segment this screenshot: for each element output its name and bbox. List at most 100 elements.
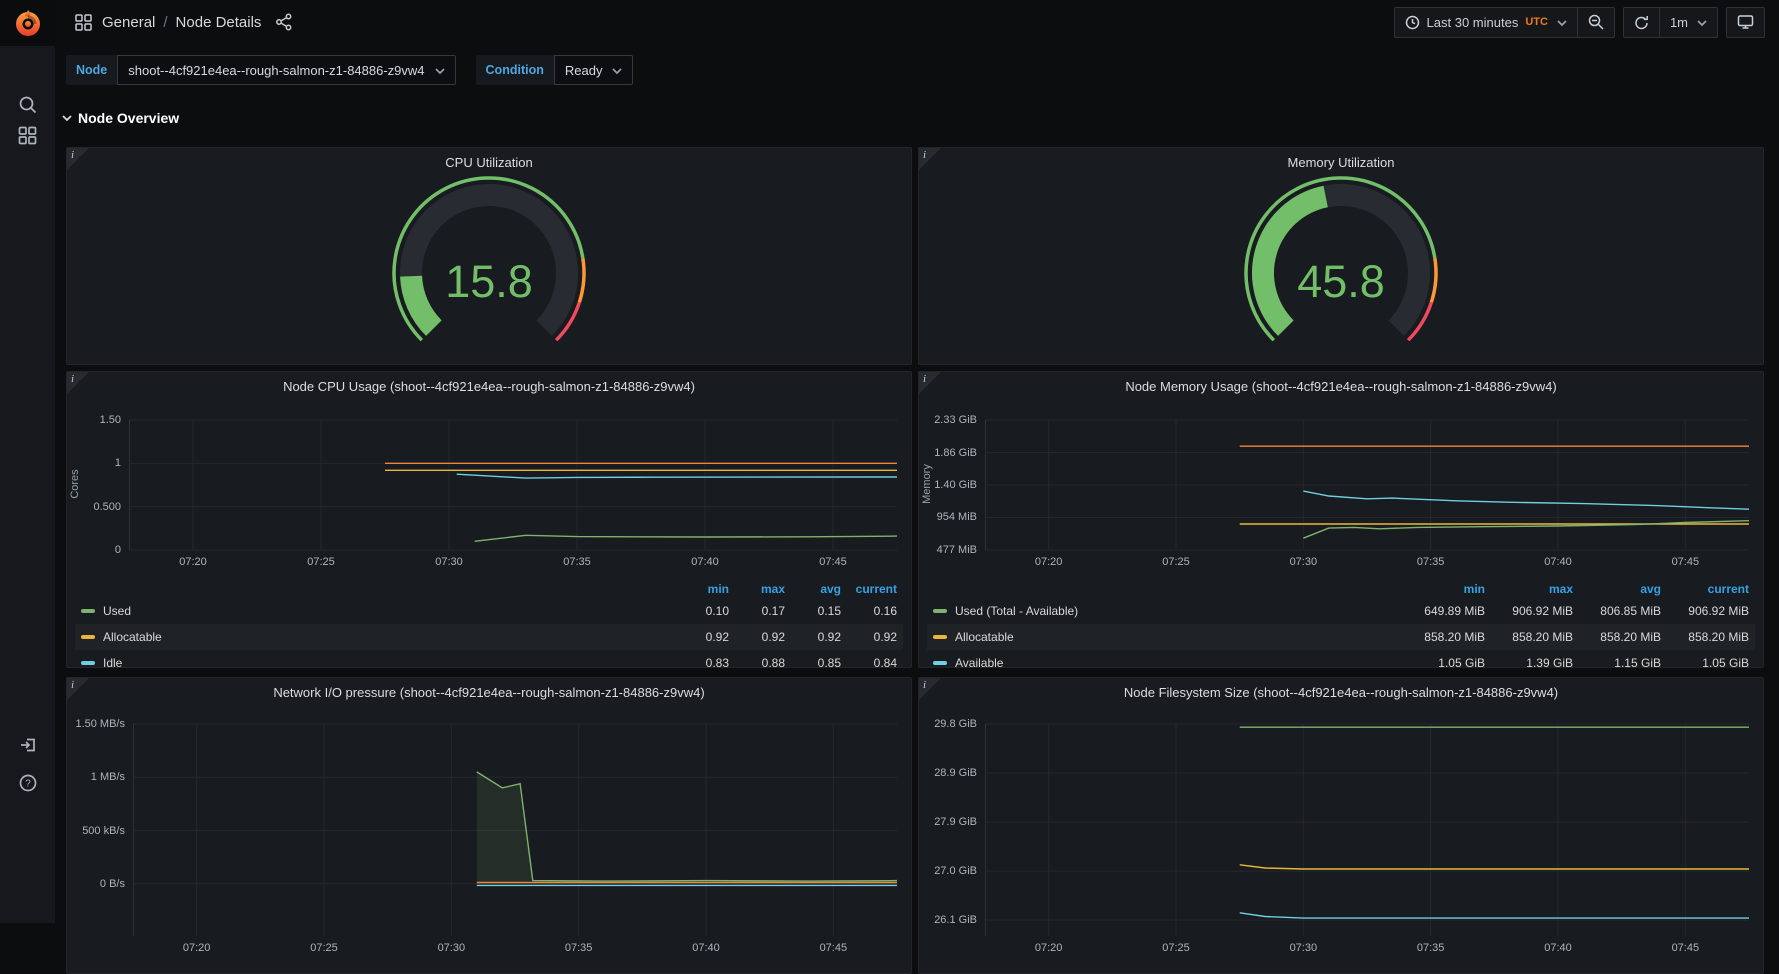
y-tick-label: 27.0 GiB [919, 865, 977, 877]
y-tick-label: 2.33 GiB [919, 414, 977, 426]
share-icon[interactable] [275, 13, 293, 31]
y-tick-label: 0 [67, 544, 121, 556]
panel-title[interactable]: CPU Utilization [67, 148, 911, 176]
legend-value: 0.92 [729, 630, 785, 644]
refresh-button[interactable] [1624, 8, 1659, 37]
x-tick-label: 07:25 [291, 556, 351, 568]
section-title: Node Overview [78, 110, 179, 126]
legend-value: 1.05 GiB [1397, 656, 1485, 667]
legend-value: 0.16 [841, 604, 897, 618]
help-icon[interactable]: ? [0, 766, 55, 800]
search-icon[interactable] [0, 88, 55, 122]
legend-row[interactable]: Allocatable0.920.920.920.92 [75, 624, 903, 650]
x-tick-label: 07:40 [675, 556, 735, 568]
legend-series-label: Idle [103, 656, 122, 667]
x-tick-label: 07:35 [547, 556, 607, 568]
panel-node-memory-usage: i Node Memory Usage (shoot--4cf921e4ea--… [918, 371, 1764, 668]
refresh-interval-picker[interactable]: 1m [1659, 8, 1717, 37]
legend-row[interactable]: Available1.05 GiB1.39 GiB1.15 GiB1.05 Gi… [927, 650, 1755, 667]
grafana-logo[interactable] [0, 0, 55, 46]
y-tick-label: 27.9 GiB [919, 816, 977, 828]
y-tick-label: 954 MiB [919, 511, 977, 523]
panel-network-io-pressure: i Network I/O pressure (shoot--4cf921e4e… [66, 677, 912, 974]
condition-variable-select[interactable]: Ready [554, 55, 634, 85]
legend-col-min[interactable]: min [673, 582, 729, 596]
gauge-svg[interactable]: 45.8 [919, 148, 1763, 364]
legend-series-label: Used [103, 604, 131, 618]
legend-series-label: Used (Total - Available) [955, 604, 1078, 618]
gauge-value: 45.8 [1297, 256, 1385, 307]
panel-title[interactable]: Node Filesystem Size (shoot--4cf921e4ea-… [919, 678, 1763, 706]
legend-value: 0.83 [673, 656, 729, 667]
legend-value: 649.89 MiB [1397, 604, 1485, 618]
series-line-Available [1303, 491, 1749, 509]
node-variable-value: shoot--4cf921e4ea--rough-salmon-z1-84886… [128, 63, 424, 78]
legend-value: 1.15 GiB [1573, 656, 1661, 667]
legend-col-max[interactable]: max [1485, 582, 1573, 596]
legend-header: minmaxavgcurrent [75, 580, 903, 598]
series-line-series2 [1240, 913, 1749, 918]
legend-value: 858.20 MiB [1661, 630, 1749, 644]
legend-col-avg[interactable]: avg [1573, 582, 1661, 596]
filesystem-size-chart: 26.1 GiB 27.0 GiB 27.9 GiB 28.9 GiB 29.8 GiB… [919, 678, 1763, 973]
legend-series-swatch [81, 635, 95, 639]
y-tick-label: 29.8 GiB [919, 718, 977, 730]
zoom-out-button[interactable] [1577, 8, 1614, 37]
grafana-flame-icon [13, 8, 43, 38]
y-tick-label: 26.1 GiB [919, 914, 977, 926]
legend-row[interactable]: Allocatable858.20 MiB858.20 MiB858.20 Mi… [927, 624, 1755, 650]
gauge-threshold-band [579, 258, 584, 302]
legend-value: 1.39 GiB [1485, 656, 1573, 667]
x-tick-label: 07:30 [1273, 942, 1333, 954]
condition-variable-label[interactable]: Condition [476, 55, 554, 85]
legend-col-current[interactable]: current [1661, 582, 1749, 596]
chevron-down-icon [612, 63, 622, 78]
legend-col-max[interactable]: max [729, 582, 785, 596]
legend-series-swatch [933, 609, 947, 613]
x-tick-label: 07:45 [1655, 942, 1715, 954]
time-range-picker[interactable]: Last 30 minutes UTC [1395, 8, 1577, 37]
panel-title[interactable]: Node CPU Usage (shoot--4cf921e4ea--rough… [67, 372, 911, 400]
legend-row[interactable]: Used0.100.170.150.16 [75, 598, 903, 624]
legend-value: 0.92 [841, 630, 897, 644]
legend-value: 906.92 MiB [1485, 604, 1573, 618]
dashboards-icon[interactable] [0, 118, 55, 152]
panel-memory-utilization: i Memory Utilization 45.8 [918, 147, 1764, 365]
legend-value: 0.15 [785, 604, 841, 618]
legend-row[interactable]: Idle0.830.880.850.84 [75, 650, 903, 667]
chevron-down-icon [1557, 15, 1567, 30]
node-variable-label[interactable]: Node [66, 55, 117, 85]
series-line-series0 [477, 772, 897, 881]
x-tick-label: 07:35 [549, 942, 609, 954]
kiosk-mode-button[interactable] [1727, 8, 1764, 37]
gauge-svg[interactable]: 15.8 [67, 148, 911, 364]
legend-series-label: Allocatable [955, 630, 1014, 644]
apps-grid-icon[interactable] [75, 14, 92, 31]
legend-series-name: Used [81, 604, 673, 618]
node-variable: Node shoot--4cf921e4ea--rough-salmon-z1-… [66, 55, 456, 85]
network-io-pressure-plot[interactable] [67, 678, 911, 973]
x-tick-label: 07:30 [421, 942, 481, 954]
x-tick-label: 07:40 [676, 942, 736, 954]
x-tick-label: 07:25 [1146, 556, 1206, 568]
legend-col-avg[interactable]: avg [785, 582, 841, 596]
panel-title[interactable]: Node Memory Usage (shoot--4cf921e4ea--ro… [919, 372, 1763, 400]
breadcrumb-section[interactable]: General [102, 14, 155, 31]
panel-title[interactable]: Memory Utilization [919, 148, 1763, 176]
sign-in-icon[interactable] [0, 728, 55, 762]
legend-value: 0.17 [729, 604, 785, 618]
legend-col-min[interactable]: min [1397, 582, 1485, 596]
node-filesystem-size-plot[interactable] [919, 678, 1763, 973]
series-line-Idle [457, 474, 897, 478]
legend-row[interactable]: Used (Total - Available) 649.89 MiB906.92… [927, 598, 1755, 624]
legend-col-current[interactable]: current [841, 582, 897, 596]
node-variable-select[interactable]: shoot--4cf921e4ea--rough-salmon-z1-84886… [117, 55, 455, 85]
x-tick-label: 07:40 [1528, 942, 1588, 954]
y-tick-label: 28.9 GiB [919, 767, 977, 779]
row-node-overview[interactable]: Node Overview [60, 110, 179, 126]
panel-title[interactable]: Network I/O pressure (shoot--4cf921e4ea-… [67, 678, 911, 706]
memory-utilization-gauge: 45.8 [919, 148, 1763, 364]
breadcrumb-page[interactable]: Node Details [176, 14, 262, 31]
legend-series-name: Allocatable [933, 630, 1397, 644]
sidebar: ? [0, 0, 55, 923]
